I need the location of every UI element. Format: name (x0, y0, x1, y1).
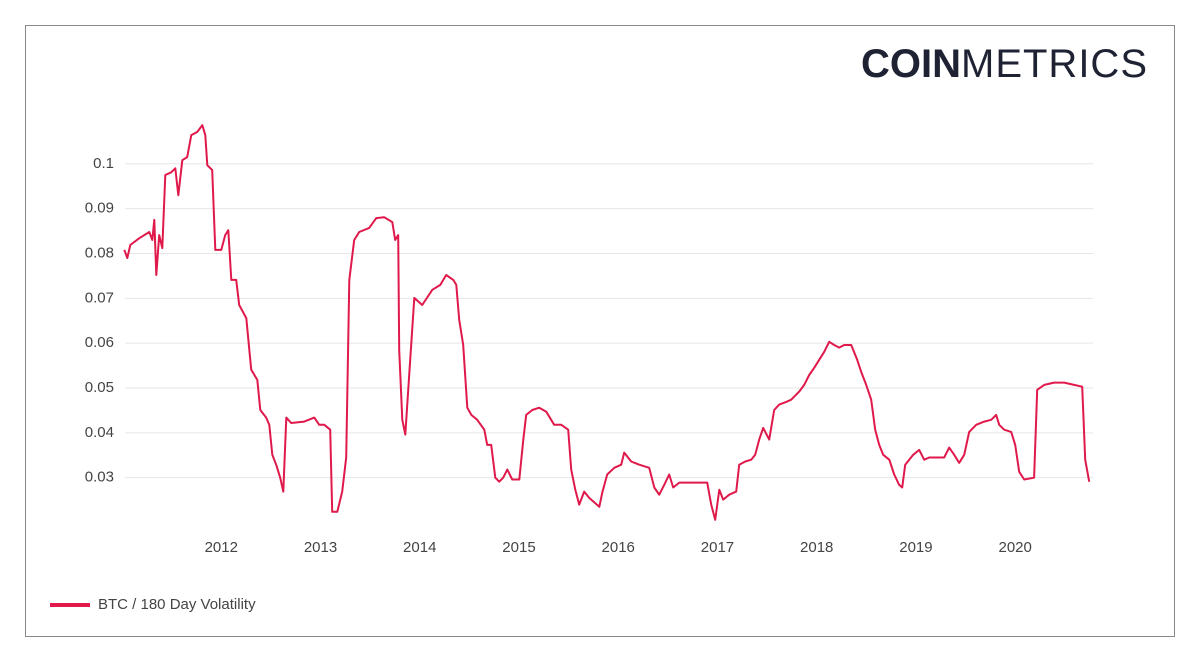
x-tick-label: 2019 (899, 539, 932, 556)
y-tick-label: 0.05 (85, 379, 114, 396)
frame (25, 25, 1175, 637)
x-tick-label: 2017 (701, 539, 734, 556)
x-tick-label: 2018 (800, 539, 833, 556)
y-tick-label: 0.04 (85, 424, 114, 441)
x-tick-label: 2016 (602, 539, 635, 556)
y-tick-label: 0.07 (85, 289, 114, 306)
x-tick-label: 2013 (304, 539, 337, 556)
x-tick-label: 2012 (205, 539, 238, 556)
legend-label: BTC / 180 Day Volatility (98, 596, 256, 613)
y-tick-label: 0.1 (93, 155, 114, 172)
y-tick-label: 0.08 (85, 244, 114, 261)
logo-light: METRICS (961, 42, 1148, 86)
x-tick-label: 2020 (999, 539, 1032, 556)
y-tick-label: 0.03 (85, 469, 114, 486)
logo-strong: COIN (861, 42, 961, 86)
x-tick-label: 2015 (502, 539, 535, 556)
data-line (123, 124, 1091, 521)
y-tick-label: 0.09 (85, 200, 114, 217)
logo: COINMETRICS (861, 42, 1148, 86)
y-tick-label: 0.06 (85, 334, 114, 351)
x-tick-label: 2014 (403, 539, 436, 556)
